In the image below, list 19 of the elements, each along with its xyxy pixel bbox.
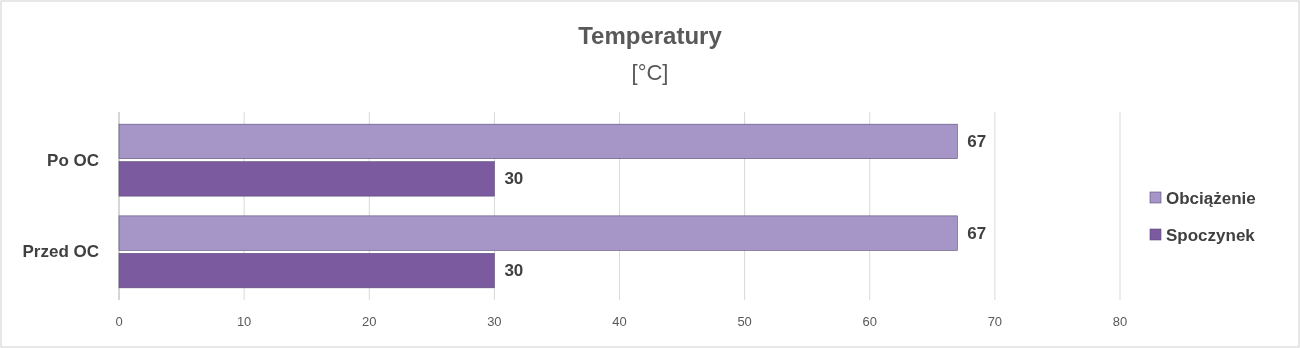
y-tick-label: Przed OC	[22, 242, 99, 262]
chart-title: Temperatury	[578, 22, 723, 49]
data-label: 67	[967, 131, 987, 151]
x-tick-label: 70	[987, 314, 1003, 329]
x-tick-label: 80	[1112, 314, 1128, 329]
y-tick-label: Po OC	[47, 150, 99, 170]
x-tick-label: 30	[487, 314, 502, 329]
data-label: 30	[504, 169, 524, 189]
x-tick-label: 0	[115, 314, 123, 329]
legend-label: Spoczynek	[1166, 225, 1256, 245]
legend-label: Obciążenie	[1166, 188, 1256, 208]
x-tick-label: 40	[612, 314, 627, 329]
x-tick-label: 10	[236, 314, 252, 329]
x-tick-label: 60	[862, 314, 877, 329]
data-label: 67	[967, 223, 987, 243]
chart-subtitle: [°C]	[631, 60, 669, 85]
data-label: 30	[504, 261, 524, 281]
x-tick-label: 20	[362, 314, 377, 329]
x-tick-label: 50	[737, 314, 752, 329]
